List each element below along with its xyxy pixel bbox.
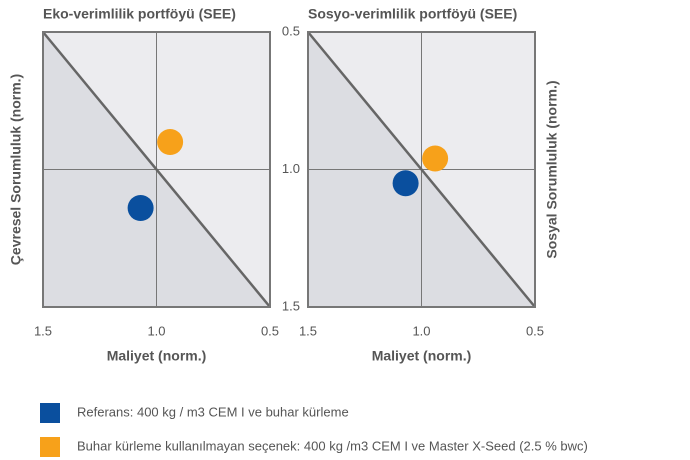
x-tick-label: 1.5 [299,323,317,338]
y-tick-label: 1.5 [282,298,300,313]
y-tick-label: 0.5 [282,23,300,38]
legend-swatch [40,403,60,423]
point [422,145,449,172]
diagonal [307,31,536,308]
y-tick-label: 1.0 [282,161,300,176]
legend-label: Buhar kürleme kullanılmayan seçenek: 400… [77,438,588,453]
x-tick-label: 0.5 [526,323,544,338]
x-tick-label: 1.0 [147,323,165,338]
point [157,129,184,155]
x-axis-label: Maliyet (norm.) [372,348,472,364]
plot-border [307,31,536,308]
x-tick-label: 1.0 [412,323,430,338]
x-tick-label: 1.5 [34,323,52,338]
legend-swatch [40,437,60,457]
x-tick-label: 0.5 [261,323,279,338]
legend-label: Referans: 400 kg / m3 CEM I ve buhar kür… [77,404,349,419]
plot-border [42,31,271,308]
y-axis-label: Sosyal Sorumluluk (norm.) [544,80,560,258]
diagonal [42,31,271,308]
chart-title: Eko-verimlilik portföyü (SEE) [43,6,236,22]
point [392,170,419,197]
point [127,195,154,221]
x-axis-label: Maliyet (norm.) [107,348,207,364]
y-axis-label: Çevresel Sorumluluk (norm.) [8,74,24,265]
chart-title: Sosyo-verimlilik portföyü (SEE) [308,6,517,22]
